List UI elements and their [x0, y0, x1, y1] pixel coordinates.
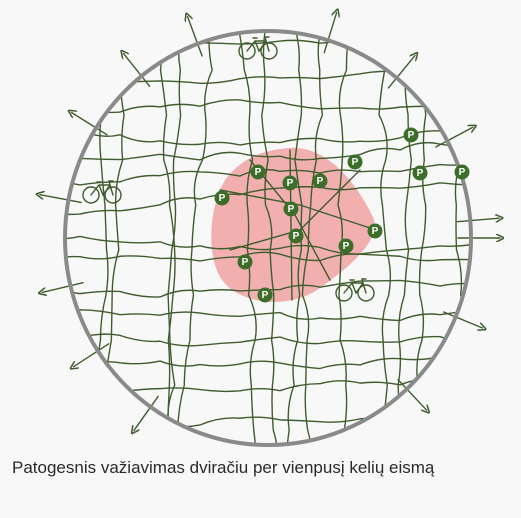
parking-marker	[257, 287, 273, 303]
street	[65, 377, 471, 394]
street	[153, 31, 176, 445]
parking-marker	[214, 190, 230, 206]
street	[65, 409, 471, 428]
exit-arrows	[40, 13, 500, 431]
street	[65, 242, 471, 264]
bike-frame	[90, 180, 114, 197]
street	[65, 279, 471, 298]
street	[261, 31, 279, 445]
parking-markers: P P P P P P P P P P P P P P	[214, 127, 470, 303]
parking-label: P	[372, 226, 379, 237]
parking-marker	[367, 223, 383, 239]
street	[65, 59, 471, 85]
parking-marker	[237, 254, 253, 270]
exit-arrow	[40, 195, 82, 204]
bike-wheel	[357, 284, 375, 302]
exit-arrow	[442, 311, 483, 328]
bike-wheel	[335, 284, 353, 302]
exit-arrow	[74, 343, 110, 367]
parking-label: P	[219, 193, 226, 204]
street	[65, 39, 471, 56]
parking-label: P	[287, 178, 294, 189]
exit-arrow	[397, 378, 427, 411]
parking-marker	[338, 238, 354, 254]
street	[377, 31, 392, 445]
exit-arrow	[323, 13, 336, 54]
street	[65, 160, 471, 186]
ring-road	[63, 29, 473, 447]
bike-wheel	[82, 186, 100, 204]
parking-marker	[282, 175, 298, 191]
exit-arrow	[134, 395, 159, 430]
bike-wheel	[238, 42, 256, 60]
parking-marker	[288, 228, 304, 244]
street	[177, 31, 213, 445]
street	[102, 31, 127, 445]
street	[97, 31, 109, 445]
parking-label: P	[255, 167, 262, 178]
exit-arrow	[123, 53, 151, 87]
exit-arrow	[72, 112, 108, 136]
exit-arrow	[188, 17, 203, 57]
parking-label: P	[417, 168, 424, 179]
exit-arrow	[456, 218, 499, 222]
bike-icon	[335, 278, 375, 302]
street	[416, 31, 435, 445]
parking-marker	[347, 154, 363, 170]
street	[65, 333, 471, 347]
parking-label: P	[242, 257, 249, 268]
parking-label: P	[343, 241, 350, 252]
parking-marker	[403, 127, 419, 143]
parking-label: P	[459, 167, 466, 178]
parking-marker	[412, 165, 428, 181]
street	[237, 31, 259, 445]
parking-label: P	[293, 231, 300, 242]
caption: Patogesnis važiavimas dviračiu per vienp…	[12, 458, 435, 477]
street	[219, 189, 371, 229]
bike-frame	[246, 36, 270, 53]
parking-marker	[250, 164, 266, 180]
bike-wheel	[104, 186, 122, 204]
bike-icon	[82, 180, 122, 204]
parking-marker	[312, 173, 328, 189]
exit-arrow	[387, 55, 415, 89]
parking-label: P	[288, 204, 295, 215]
street	[65, 235, 471, 267]
parking-label: P	[262, 290, 269, 301]
parking-marker	[283, 201, 299, 217]
parking-label: P	[408, 130, 415, 141]
parking-label: P	[352, 157, 359, 168]
street	[301, 31, 324, 445]
bike-icon	[238, 36, 278, 60]
street	[65, 182, 471, 216]
bike-icons	[82, 36, 375, 302]
exit-arrow	[435, 127, 473, 148]
exit-arrow	[42, 282, 84, 293]
bike-frame	[343, 278, 367, 295]
parking-marker	[454, 164, 470, 180]
street	[289, 149, 293, 301]
parking-label: P	[317, 176, 324, 187]
street	[65, 308, 471, 322]
street	[167, 31, 183, 445]
bike-wheel	[260, 42, 278, 60]
street	[65, 355, 471, 370]
street	[285, 31, 303, 445]
city-map: P P P P P P P P P P P P P P	[0, 0, 521, 447]
